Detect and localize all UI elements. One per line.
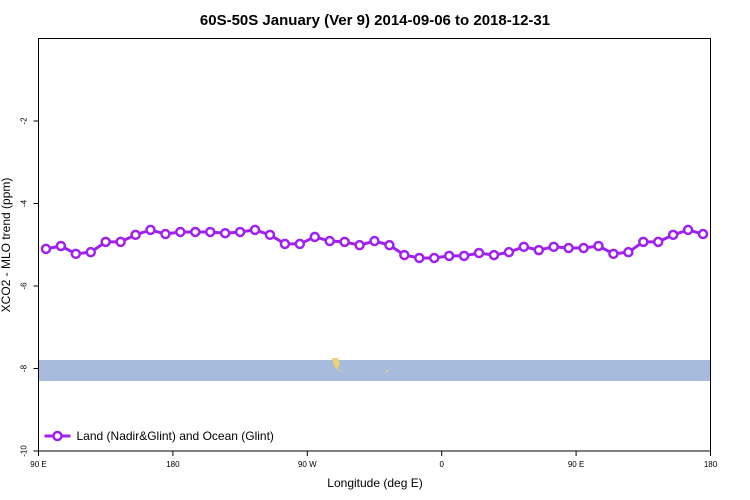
point [623,246,634,258]
point [354,239,365,251]
point [563,242,574,254]
map-strip [39,360,710,381]
point [115,236,126,248]
point [160,228,171,240]
y-tick-label: -10 [20,445,29,457]
point [294,238,306,250]
legend-swatch [52,430,63,442]
y-tick-label: -4 [20,199,29,207]
point [652,236,664,248]
point [234,226,246,238]
point [339,236,350,248]
point [145,224,156,236]
x-tick-label: 180 [166,460,180,469]
point [533,244,545,256]
y-tick-label: -8 [20,364,29,372]
land-speck [332,358,343,372]
x-tick-label: 90 E [30,460,46,469]
point [578,242,589,254]
chart-title: 60S-50S January (Ver 9) 2014-09-06 to 20… [200,12,550,29]
point [309,231,321,243]
y-tick-label: -6 [20,282,29,290]
point [548,241,559,253]
point [369,235,380,247]
point [264,229,276,241]
x-tick-label: 90 W [298,460,317,469]
legend-label: Land (Nadir&Glint) and Ocean (Glint) [77,429,274,443]
plot-frame [38,38,711,452]
point [682,224,694,236]
point [85,246,97,258]
point [100,236,111,248]
point [608,248,619,260]
point [175,226,186,238]
point [324,235,335,247]
point [667,229,679,241]
point [458,250,470,262]
point [40,243,52,255]
point [130,229,141,241]
point [414,252,425,264]
point [638,236,649,248]
point [473,247,485,259]
point [593,240,604,252]
point [518,241,530,253]
land-speck [386,370,388,372]
point [488,249,500,261]
point [697,228,709,240]
point [204,226,216,238]
point [70,248,82,260]
point [190,226,201,238]
point [503,246,515,258]
x-tick-label: 90 E [568,460,584,469]
point [55,240,67,252]
point [384,239,395,251]
point [399,249,410,261]
point [428,252,440,264]
point [443,250,455,262]
x-axis-label: Longitude (deg E) [327,476,422,490]
y-tick-label: -2 [20,117,29,125]
point [249,224,261,236]
point [219,227,231,239]
point [279,238,291,250]
x-tick-label: 0 [439,460,444,469]
x-tick-label: 180 [704,460,718,469]
y-axis-label: XCO2 - MLO trend (ppm) [0,178,13,313]
